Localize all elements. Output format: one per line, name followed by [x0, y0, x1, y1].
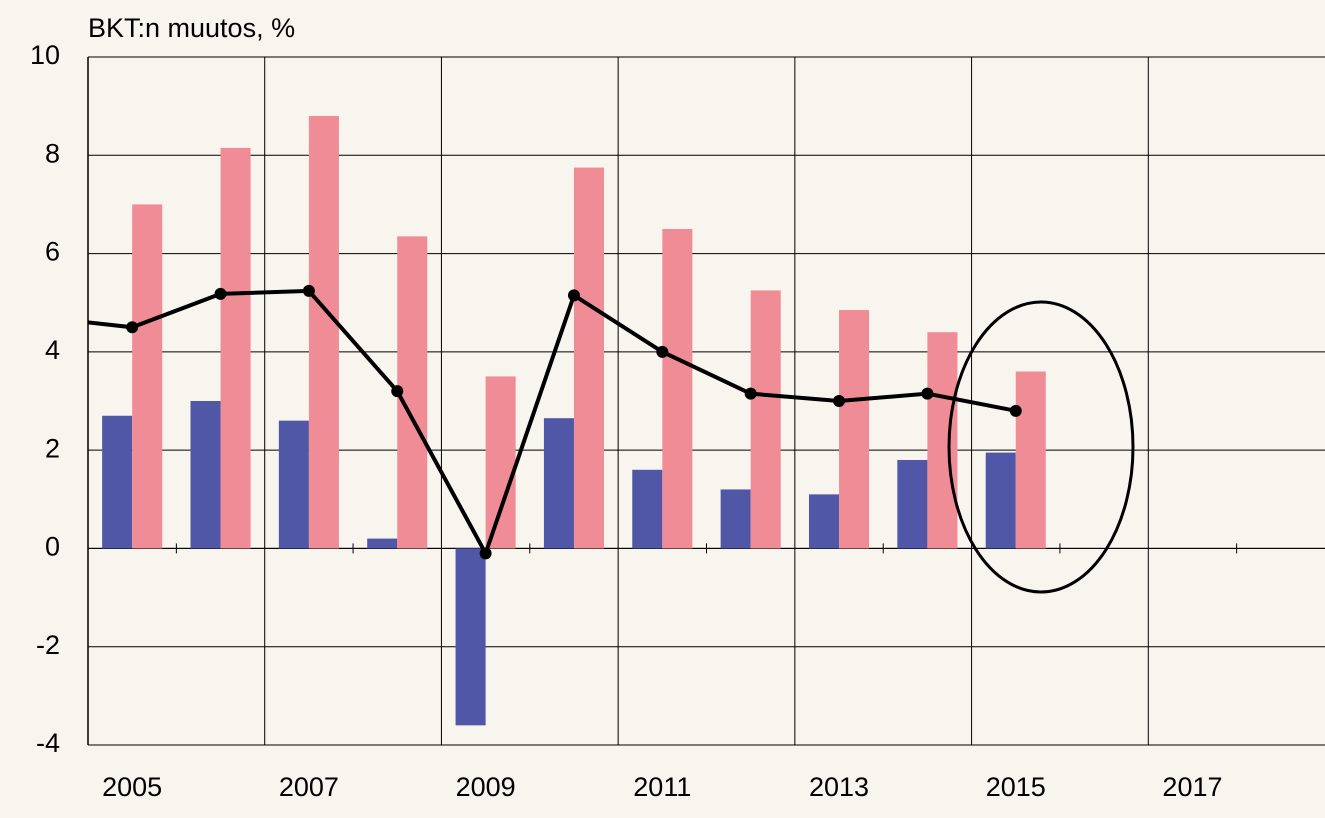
line — [88, 288, 1017, 559]
line-point — [744, 387, 757, 400]
bar — [485, 376, 516, 549]
line-point — [479, 547, 492, 560]
bar — [985, 452, 1016, 549]
line-point — [1009, 404, 1022, 417]
bar — [190, 401, 221, 549]
line-point — [214, 287, 227, 300]
x-tick-label: 2013 — [809, 772, 869, 802]
bar — [927, 332, 958, 549]
bar — [839, 310, 870, 549]
y-tick-label: 6 — [45, 237, 60, 267]
y-tick-label: 0 — [45, 532, 60, 562]
bar — [308, 115, 339, 549]
highlight-ellipse — [947, 300, 1135, 594]
line-point — [567, 289, 580, 302]
bar — [632, 469, 663, 549]
line-point — [391, 385, 404, 398]
x-tick-label: 2011 — [633, 772, 691, 802]
chart-title: BKT:n muutos, % — [88, 13, 295, 43]
bar — [102, 415, 133, 549]
bar — [720, 489, 751, 549]
y-tick-label: -2 — [36, 630, 60, 660]
y-tick-label: 10 — [30, 40, 60, 70]
line-point — [126, 321, 139, 334]
bar — [367, 538, 398, 549]
bar — [455, 548, 486, 726]
x-tick-label: 2007 — [279, 772, 339, 802]
line-point — [921, 387, 934, 400]
y-tick-label: -4 — [36, 728, 60, 758]
line-point — [302, 284, 315, 297]
y-tick-label: 8 — [45, 138, 60, 168]
bar — [662, 229, 693, 549]
bar — [750, 290, 781, 549]
bar — [220, 147, 251, 549]
bar — [1015, 371, 1046, 549]
bar — [573, 167, 605, 549]
x-tick-label: 2015 — [986, 772, 1046, 802]
line-point — [656, 345, 669, 358]
x-tick-label: 2009 — [456, 772, 516, 802]
x-tick-label: 2017 — [1162, 772, 1222, 802]
bar — [808, 494, 840, 549]
line-point — [833, 395, 846, 407]
y-tick-label: 2 — [45, 433, 60, 463]
bar — [543, 418, 574, 549]
bar — [132, 204, 163, 549]
x-tick-label: 2005 — [102, 772, 162, 802]
bar — [278, 420, 309, 549]
bar — [897, 459, 928, 549]
y-tick-label: 4 — [45, 335, 60, 365]
